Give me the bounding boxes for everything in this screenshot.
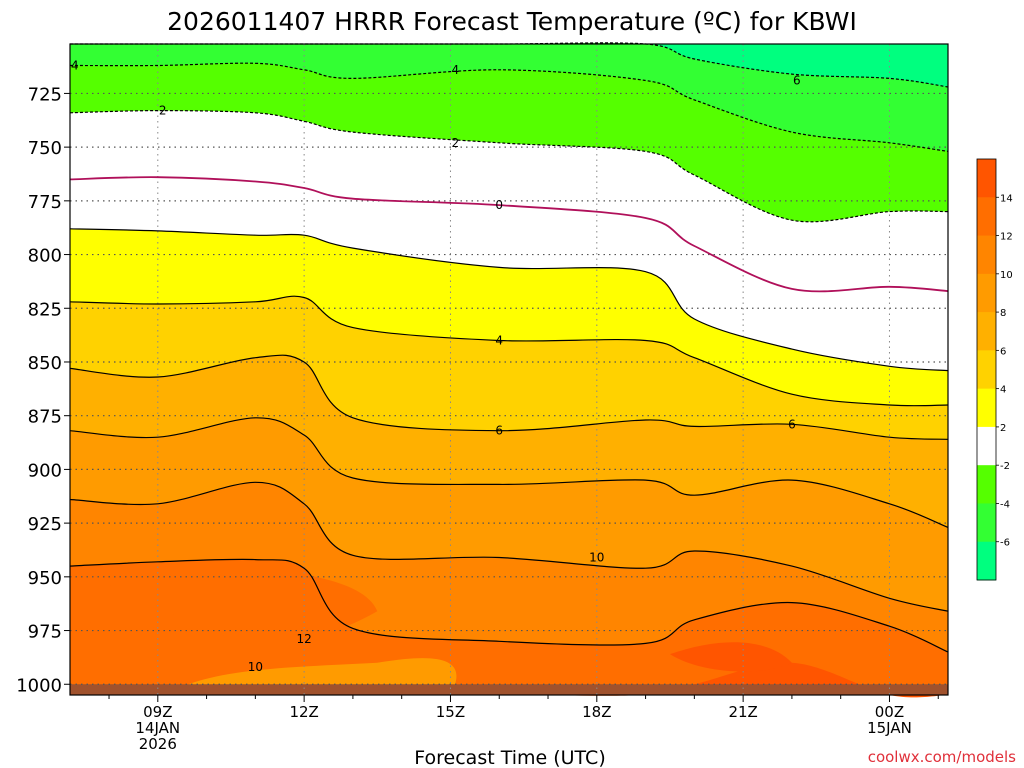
- y-tick-label: 1000: [16, 675, 62, 696]
- x-tick-label: 00Z: [875, 703, 904, 721]
- x-tick-label: 21Z: [728, 703, 757, 721]
- colorbar-tick-label: -6: [1000, 538, 1010, 549]
- y-tick-label: 750: [28, 138, 62, 159]
- isotherm-label: 2: [159, 104, 167, 118]
- y-tick-label: 950: [28, 568, 62, 589]
- temperature-fill-layer: [70, 42, 948, 698]
- isotherm-label: 4: [71, 58, 79, 72]
- y-tick-label: 875: [28, 407, 62, 428]
- isotherm--2: [69, 109, 949, 223]
- isotherm-label: 2: [452, 136, 460, 150]
- colorbar-tick-label: 14: [1000, 193, 1013, 204]
- warm-pocket-12: [74, 567, 378, 643]
- isotherm-8: [69, 417, 949, 528]
- x-axis-label: Forecast Time (UTC): [414, 747, 605, 768]
- colorbar: 14 12 10 8 6 4 2 -2 -4 -6: [976, 158, 1013, 581]
- colorbar-tick-label: 10: [1000, 270, 1013, 281]
- colorbar-bin--8: [977, 541, 996, 581]
- isotherm-label: 10: [248, 660, 263, 674]
- colorbar-bin-10: [977, 235, 996, 275]
- x-tick-label: 15Z: [436, 703, 465, 721]
- colorbar-bin-4: [977, 350, 996, 390]
- isotherm-6: [69, 354, 949, 440]
- x-tick-label: 14JAN: [135, 719, 180, 737]
- isotherm-label: 6: [495, 424, 503, 438]
- colorbar-tick-label: 2: [1000, 423, 1006, 434]
- x-tick-label: 09Z: [143, 703, 172, 721]
- isotherm-label: 4: [452, 63, 460, 77]
- colorbar-tick-label: 6: [1000, 346, 1006, 357]
- y-tick-label: 725: [28, 84, 62, 105]
- isotherm-label: 4: [495, 333, 503, 347]
- isotherm-label: 0: [495, 198, 503, 212]
- isotherm-10: [69, 481, 949, 612]
- credit-link[interactable]: coolwx.com/models: [868, 748, 1016, 766]
- colorbar-bin-6: [977, 312, 996, 351]
- isotherm--4: [69, 62, 949, 152]
- colorbar-tick-label: -2: [1000, 461, 1010, 472]
- colorbar-bin--2: [977, 426, 996, 466]
- isotherm-4: [69, 295, 949, 407]
- colorbar-bin-14: [977, 159, 996, 198]
- x-tick-label: 15JAN: [867, 719, 912, 737]
- grid-lines: [70, 44, 948, 695]
- y-axis: 725 750 775 800 825 850 875 900 925 950 975 1000: [16, 84, 70, 696]
- y-tick-label: 900: [28, 460, 62, 481]
- y-tick-label: 850: [28, 353, 62, 374]
- y-tick-label: 775: [28, 192, 62, 213]
- plot-frame: [69, 43, 949, 696]
- colorbar-bin-2: [977, 388, 996, 428]
- colorbar-frame: [976, 158, 997, 581]
- isotherm-label: 6: [793, 74, 801, 88]
- isotherm-12: [69, 558, 949, 653]
- isotherm-label: 12: [296, 632, 311, 646]
- colorbar-tick-label: -4: [1000, 499, 1010, 510]
- isotherm-label: 6: [788, 417, 796, 431]
- colorbar-bin--4: [977, 465, 996, 504]
- isotherm-0: [69, 176, 949, 293]
- x-tick-label: 18Z: [582, 703, 611, 721]
- colorbar-bin-12: [977, 197, 996, 237]
- ground-surface: [70, 684, 948, 695]
- x-tick-label: 2026: [139, 735, 177, 753]
- warm-pocket-14: [669, 642, 792, 672]
- isotherm-label: 10: [589, 550, 604, 564]
- colorbar-tick-label: 4: [1000, 385, 1006, 396]
- colorbar-tick-label: 8: [1000, 308, 1006, 319]
- colorbar-tick-label: 12: [1000, 232, 1013, 243]
- x-tick-label: 12Z: [289, 703, 318, 721]
- chart-title: 2026011407 HRRR Forecast Temperature (ºC…: [167, 7, 857, 36]
- isotherm-labels: 4 4 6 2 2 0 4 6 6 10 12 10: [71, 58, 801, 674]
- y-tick-label: 975: [28, 622, 62, 643]
- isotherm-2: [69, 228, 949, 372]
- y-tick-label: 925: [28, 514, 62, 535]
- y-tick-label: 800: [28, 246, 62, 267]
- y-tick-label: 825: [28, 299, 62, 320]
- colorbar-bin-8: [977, 273, 996, 313]
- colorbar-bin--6: [977, 503, 996, 543]
